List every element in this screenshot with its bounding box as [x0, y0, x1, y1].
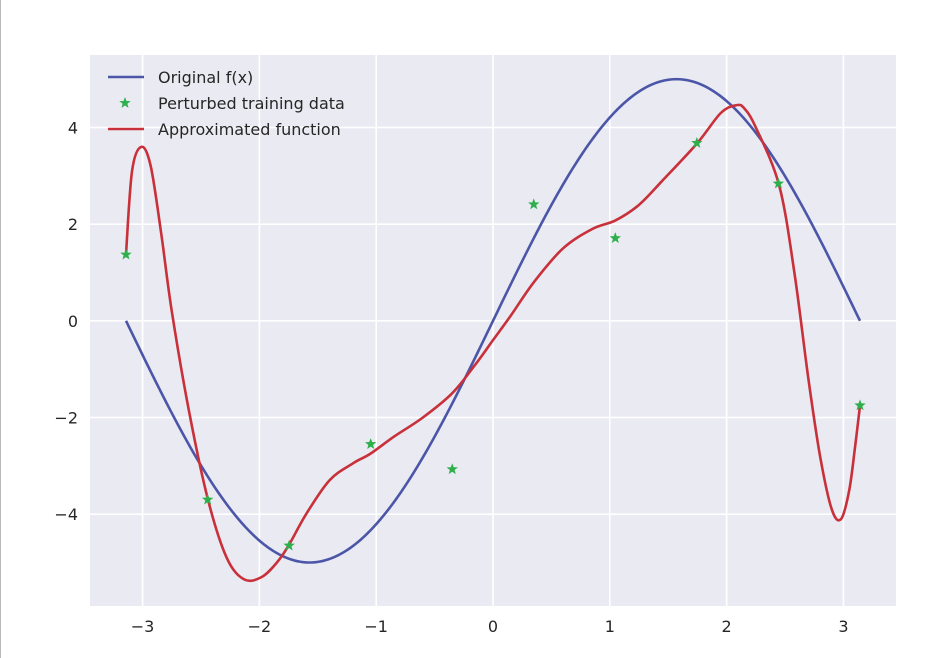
x-tick-label: 1: [605, 617, 615, 636]
series-line-approximated: [124, 103, 862, 583]
x-tick-label: 3: [838, 617, 848, 636]
data-point: [691, 136, 703, 148]
y-tick-label: 0: [68, 312, 78, 331]
x-tick-label: −2: [248, 617, 272, 636]
series-line-original: [124, 77, 862, 564]
data-point: [772, 177, 785, 189]
x-axis-ticks: −3 −2 −1 0 1 2 3: [131, 617, 849, 636]
data-point: [283, 539, 295, 551]
y-tick-label: −2: [54, 409, 78, 428]
legend-label: Approximated function: [158, 120, 341, 139]
data-point: [854, 399, 866, 411]
x-tick-label: 2: [722, 617, 732, 636]
x-tick-label: 0: [488, 617, 498, 636]
legend-label: Perturbed training data: [158, 94, 345, 113]
data-point: [364, 438, 377, 449]
legend-label: Original f(x): [158, 68, 253, 87]
x-tick-label: −1: [364, 617, 388, 636]
window-edge: [0, 0, 1, 658]
legend-marker: [119, 97, 131, 108]
y-axis-ticks: −4 −2 0 2 4: [54, 119, 78, 525]
data-point: [609, 232, 622, 244]
y-tick-label: 4: [68, 119, 78, 138]
scatter-points: [120, 136, 866, 551]
data-point: [528, 198, 540, 210]
data-point: [201, 493, 214, 505]
legend: Original f(x) Perturbed training data Appr…: [108, 68, 345, 139]
x-tick-label: −3: [131, 617, 155, 636]
y-tick-label: −4: [54, 505, 78, 524]
data-point: [120, 248, 132, 260]
series-lines: [124, 77, 862, 583]
y-tick-label: 2: [68, 215, 78, 234]
data-point: [446, 463, 458, 475]
